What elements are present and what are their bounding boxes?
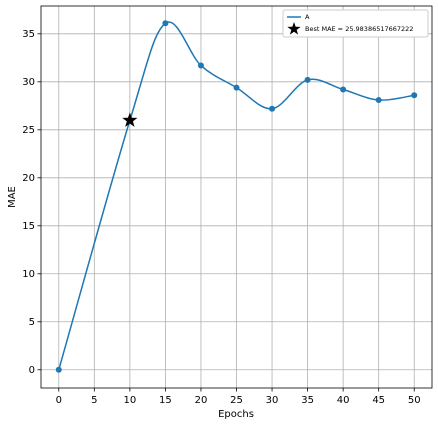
point xyxy=(304,76,311,83)
x-tick-label: 40 xyxy=(337,395,350,406)
x-axis-label: Epochs xyxy=(218,409,254,420)
x-tick-label: 45 xyxy=(372,395,385,406)
x-tick-label: 0 xyxy=(56,395,62,406)
point xyxy=(411,92,418,99)
y-axis-label: MAE xyxy=(7,186,18,208)
plot-frame xyxy=(40,5,433,389)
point xyxy=(162,20,169,27)
x-tick-label: 25 xyxy=(230,395,243,406)
legend-label: Best MAE = 25.98386517667222 xyxy=(305,25,413,33)
point xyxy=(233,84,240,91)
point xyxy=(55,366,62,373)
point xyxy=(340,86,347,93)
y-tick-label: 15 xyxy=(22,221,35,232)
point xyxy=(197,62,204,69)
x-tick-label: 15 xyxy=(159,395,172,406)
x-tick-label: 30 xyxy=(266,395,279,406)
x-tick-label: 10 xyxy=(123,395,136,406)
legend: A Best MAE = 25.98386517667222 xyxy=(282,9,429,38)
y-tick-label: 35 xyxy=(22,29,35,40)
x-tick-label: 50 xyxy=(408,395,421,406)
legend-swatch xyxy=(287,22,301,35)
point xyxy=(375,97,382,104)
legend-label: A xyxy=(305,13,310,21)
y-tick-label: 25 xyxy=(22,125,35,136)
legend-box xyxy=(282,9,429,38)
y-tick-label: 0 xyxy=(29,365,35,376)
x-tick-label: 20 xyxy=(195,395,208,406)
x-tick-label: 5 xyxy=(91,395,97,406)
y-tick-label: 20 xyxy=(22,173,35,184)
best-marker xyxy=(122,112,138,127)
y-tick-label: 10 xyxy=(22,269,35,280)
y-tick-label: 5 xyxy=(29,317,35,328)
point xyxy=(269,105,276,112)
x-tick-label: 35 xyxy=(301,395,314,406)
y-tick-label: 30 xyxy=(22,77,35,88)
